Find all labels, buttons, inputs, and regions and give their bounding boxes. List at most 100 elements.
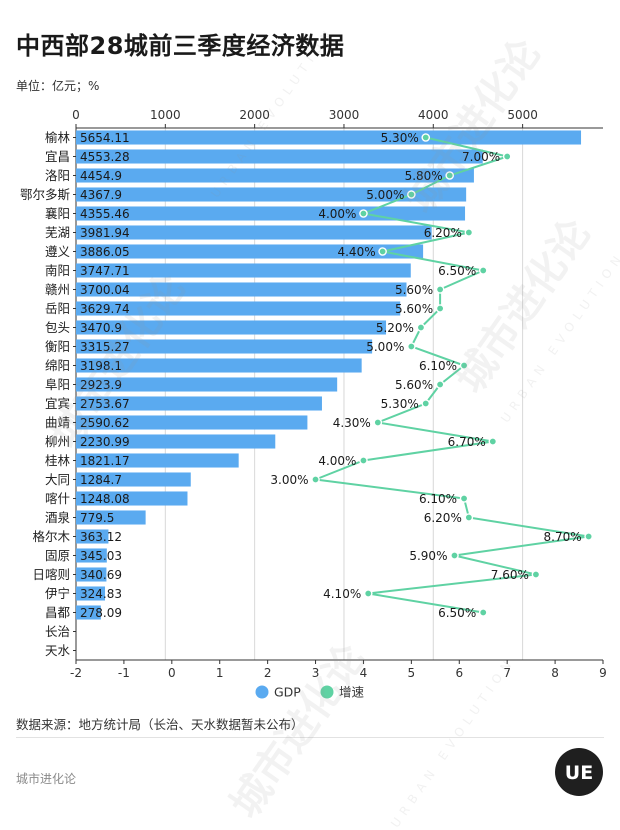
category-label: 绵阳 bbox=[45, 358, 70, 373]
gdp-value-label: 5654.11 bbox=[80, 131, 130, 145]
growth-rate-point bbox=[488, 437, 498, 446]
gdp-bar bbox=[76, 225, 432, 240]
gdp-bar bbox=[76, 187, 467, 202]
growth-rate-point bbox=[373, 418, 383, 427]
category-label: 衡阳 bbox=[45, 339, 70, 354]
category-label: 格尔木 bbox=[32, 529, 70, 544]
growth-rate-label: 8.70% bbox=[544, 530, 582, 544]
growth-rate-point bbox=[416, 323, 426, 332]
legend-growth-label: 增速 bbox=[339, 685, 365, 700]
gdp-bar bbox=[76, 301, 401, 316]
growth-rate-label: 5.60% bbox=[395, 302, 433, 316]
growth-rate-point bbox=[464, 228, 474, 237]
gdp-value-label: 4355.46 bbox=[80, 207, 130, 221]
growth-rate-point bbox=[359, 456, 368, 465]
gdp-value-label: 345.03 bbox=[80, 549, 122, 563]
category-label: 襄阳 bbox=[45, 206, 70, 221]
bottom-tick-label: 3 bbox=[312, 666, 320, 680]
chart-title: 中西部28城前三季度经济数据 bbox=[16, 32, 345, 60]
gdp-value-label: 4367.9 bbox=[80, 188, 122, 202]
growth-rate-label: 4.00% bbox=[318, 207, 356, 221]
category-label: 宜昌 bbox=[45, 149, 70, 164]
growth-rate-point bbox=[363, 589, 373, 598]
gdp-bar bbox=[76, 358, 362, 373]
gdp-bar bbox=[76, 510, 146, 525]
gdp-bar bbox=[76, 282, 407, 297]
bottom-tick-label: 5 bbox=[408, 666, 416, 680]
gdp-value-label: 340.69 bbox=[80, 568, 122, 582]
category-label: 天水 bbox=[45, 643, 71, 658]
top-tick-label: 5000 bbox=[507, 108, 538, 122]
bottom-tick-label: -1 bbox=[118, 666, 130, 680]
growth-rate-point bbox=[407, 342, 416, 351]
gdp-value-label: 779.5 bbox=[80, 511, 114, 525]
gdp-bar bbox=[76, 206, 466, 221]
growth-rate-label: 6.20% bbox=[424, 226, 462, 240]
gdp-value-label: 3886.05 bbox=[80, 245, 130, 259]
bottom-tick-label: 7 bbox=[503, 666, 511, 680]
gdp-value-label: 3981.94 bbox=[80, 226, 130, 240]
category-label: 长治 bbox=[45, 624, 70, 639]
gdp-bar bbox=[76, 263, 411, 278]
top-tick-label: 2000 bbox=[239, 108, 270, 122]
growth-rate-point bbox=[478, 608, 488, 617]
chart-area: 0 1000 2000 3000 4000 5000 榆林宜昌洛阳鄂尔多斯襄阳芜湖遵义南阳赣… bbox=[20, 108, 607, 700]
growth-rate-label: 6.50% bbox=[438, 606, 476, 620]
gdp-value-label: 324.83 bbox=[80, 587, 122, 601]
growth-rate-point bbox=[459, 361, 469, 370]
bottom-tick-label: -2 bbox=[70, 666, 82, 680]
growth-rate-point bbox=[435, 380, 445, 389]
growth-rate-point bbox=[531, 570, 541, 579]
bottom-tick-label: 8 bbox=[551, 666, 559, 680]
unit-label: 单位：亿元；% bbox=[16, 79, 100, 93]
growth-rate-label: 6.10% bbox=[419, 359, 457, 373]
growth-rate-label: 5.60% bbox=[395, 378, 433, 392]
category-label: 桂林 bbox=[45, 453, 71, 468]
bottom-tick-label: 2 bbox=[264, 666, 272, 680]
top-tick-label: 4000 bbox=[418, 108, 449, 122]
brand-name: 城市进化论 bbox=[16, 772, 77, 786]
growth-rate-label: 7.60% bbox=[491, 568, 529, 582]
bottom-tick-label: 4 bbox=[360, 666, 368, 680]
growth-rate-label: 5.30% bbox=[381, 131, 419, 145]
category-label: 宜宾 bbox=[45, 396, 70, 411]
growth-rate-point bbox=[378, 247, 387, 256]
gdp-bar bbox=[76, 567, 107, 582]
growth-rate-point bbox=[435, 304, 445, 313]
growth-rate-label: 5.00% bbox=[366, 340, 404, 354]
category-label: 包头 bbox=[45, 320, 70, 335]
growth-rate-label: 4.10% bbox=[323, 587, 361, 601]
growth-rate-line bbox=[315, 136, 589, 614]
growth-rate-label: 6.10% bbox=[419, 492, 457, 506]
gdp-bar bbox=[76, 396, 322, 411]
gdp-value-label: 3747.71 bbox=[80, 264, 130, 278]
growth-rate-point bbox=[407, 190, 416, 199]
bottom-tick-label: 6 bbox=[455, 666, 463, 680]
growth-rate-label: 3.00% bbox=[270, 473, 308, 487]
growth-rate-point bbox=[435, 285, 445, 294]
growth-rate-label: 4.30% bbox=[333, 416, 371, 430]
gdp-value-label: 3198.1 bbox=[80, 359, 122, 373]
gdp-value-label: 1284.7 bbox=[80, 473, 122, 487]
growth-rate-label: 5.00% bbox=[366, 188, 404, 202]
growth-rate-label: 5.20% bbox=[376, 321, 414, 335]
bottom-tick-label: 9 bbox=[599, 666, 607, 680]
category-label: 洛阳 bbox=[45, 168, 70, 183]
category-label: 榆林 bbox=[45, 130, 71, 145]
data-source: 数据来源：地方统计局（长治、天水数据暂未公布） bbox=[16, 717, 304, 732]
growth-rate-label: 5.80% bbox=[405, 169, 443, 183]
footer-divider bbox=[16, 737, 604, 738]
gdp-value-label: 2753.67 bbox=[80, 397, 130, 411]
gdp-bar bbox=[76, 491, 188, 506]
gdp-bar bbox=[76, 586, 106, 601]
growth-rate-label: 6.20% bbox=[424, 511, 462, 525]
brand-logo: UE bbox=[555, 748, 603, 796]
category-label: 昌都 bbox=[45, 605, 71, 620]
growth-rate-label: 5.30% bbox=[381, 397, 419, 411]
gdp-value-label: 2923.9 bbox=[80, 378, 122, 392]
growth-rate-label: 6.50% bbox=[438, 264, 476, 278]
gdp-bar bbox=[76, 453, 239, 468]
category-label: 喀什 bbox=[45, 491, 70, 506]
growth-rate-point bbox=[464, 513, 474, 522]
category-label: 日喀则 bbox=[32, 567, 70, 582]
